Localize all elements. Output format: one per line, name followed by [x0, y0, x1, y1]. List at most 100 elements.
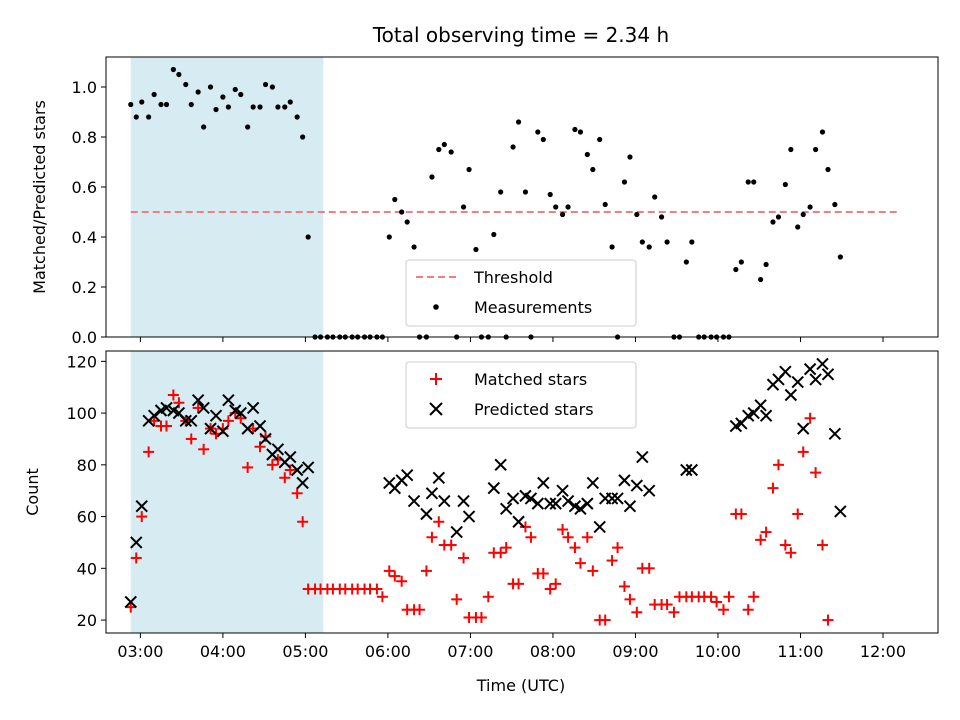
matched-star-marker: [587, 565, 599, 577]
predicted-star-marker: [797, 422, 810, 435]
matched-star-marker: [161, 420, 173, 432]
matched-star-marker: [185, 433, 197, 445]
matched-star-marker: [458, 552, 470, 564]
predicted-star-marker: [506, 492, 520, 505]
measurement-point: [257, 104, 263, 110]
measurement-point: [170, 66, 176, 73]
measurement-point: [262, 81, 269, 88]
predicted-star-marker: [537, 476, 550, 490]
measurement-point: [133, 114, 139, 120]
predicted-star-marker: [586, 476, 600, 490]
legend-measurements-swatch: [433, 304, 439, 310]
measurement-point: [621, 179, 628, 185]
predicted-star-markers: [124, 357, 847, 609]
matched-star-marker: [742, 604, 754, 616]
predicted-star-marker: [574, 502, 587, 516]
measurement-point: [399, 209, 405, 215]
measurement-point: [232, 86, 238, 93]
top-y-tick-label: 0.8: [72, 128, 97, 147]
top-y-tick-label: 0.0: [72, 328, 97, 347]
predicted-star-marker: [593, 520, 606, 534]
measurement-point: [652, 194, 658, 200]
predicted-star-marker: [259, 432, 272, 446]
predicted-star-marker: [301, 461, 315, 474]
bottom-legend-box: [405, 361, 637, 429]
matched-star-marker: [266, 459, 278, 471]
measurement-point: [207, 84, 214, 90]
predicted-star-marker: [784, 388, 798, 402]
matched-star-marker: [148, 415, 160, 427]
predicted-star-marker: [803, 362, 817, 376]
measurement-point: [639, 239, 645, 245]
measurement-point: [745, 179, 751, 185]
predicted-star-marker: [130, 536, 143, 549]
matched-star-marker: [433, 516, 445, 528]
matched-star-marker: [389, 570, 401, 582]
bottom-axes-ticks: 03:00 04:00 05:00 06:00 07:00 08:00 09:00 10:00…: [66, 352, 906, 661]
measurement-point: [300, 134, 306, 140]
measurement-point: [183, 81, 189, 88]
measurement-point: [275, 104, 281, 110]
predicted-star-marker: [549, 497, 562, 510]
matched-star-marker: [723, 591, 735, 603]
matched-star-marker: [519, 521, 531, 533]
matched-star-marker: [767, 482, 779, 494]
top-legend-box: [405, 259, 637, 327]
measurement-point: [195, 89, 201, 95]
measurement-point: [448, 149, 454, 155]
top-highlight-span: [130, 57, 324, 337]
matched-star-marker: [445, 539, 457, 551]
measurement-point: [510, 144, 516, 150]
matched-star-marker: [550, 578, 562, 590]
matched-star-marker: [222, 415, 234, 427]
bottom-y-tick-label: 60: [77, 508, 97, 527]
measurement-point: [738, 259, 744, 265]
predicted-star-marker: [204, 422, 217, 435]
bottom-legend: Matched stars Predicted stars: [405, 361, 637, 429]
measurement-point: [782, 181, 788, 188]
matched-star-marker: [624, 593, 636, 605]
measurement-point: [658, 214, 665, 220]
top-y-tick-label: 1.0: [72, 78, 97, 97]
predicted-star-marker: [160, 401, 173, 415]
matched-star-marker: [482, 591, 494, 603]
matched-star-marker: [198, 443, 210, 455]
predicted-star-marker: [531, 497, 545, 510]
top-legend: Threshold Measurements: [405, 259, 637, 327]
bottom-y-tick-label: 100: [66, 404, 97, 423]
matched-star-marker: [451, 593, 463, 605]
measurement-point: [795, 224, 801, 230]
matched-star-marker: [822, 614, 834, 626]
chart-title: Total observing time = 2.34 h: [372, 23, 669, 47]
matched-star-marker: [631, 606, 643, 618]
bottom-highlight-span: [130, 351, 324, 633]
predicted-star-marker: [618, 474, 631, 487]
measurement-point: [225, 104, 231, 110]
predicted-star-marker: [234, 406, 247, 420]
matched-star-marker: [810, 467, 822, 479]
measurement-point: [498, 189, 504, 195]
measurement-point: [287, 99, 293, 105]
matched-star-marker: [797, 446, 809, 458]
matched-star-marker: [420, 565, 432, 577]
measurement-point: [305, 234, 311, 240]
matched-star-marker: [513, 578, 525, 590]
matched-star-marker: [371, 583, 383, 595]
matched-star-marker: [599, 614, 611, 626]
predicted-star-marker: [185, 414, 198, 428]
matched-star-marker: [557, 524, 569, 536]
predicted-star-marker: [623, 500, 637, 513]
measurement-point: [788, 146, 794, 153]
x-tick-label: 09:00: [612, 642, 658, 661]
x-tick-label: 08:00: [530, 642, 576, 661]
predicted-star-marker: [779, 365, 792, 378]
matched-star-marker: [618, 580, 630, 592]
measurement-point: [547, 191, 553, 198]
measurement-point: [664, 239, 670, 245]
predicted-star-marker: [556, 484, 569, 497]
predicted-star-marker: [605, 492, 619, 505]
measurement-point: [819, 129, 826, 135]
measurement-point: [751, 179, 757, 185]
predicted-star-marker: [246, 401, 260, 415]
